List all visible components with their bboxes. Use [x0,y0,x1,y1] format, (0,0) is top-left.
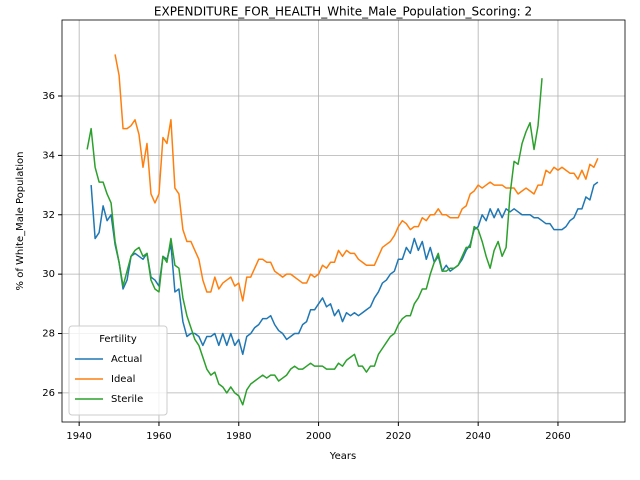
y-tick-label: 26 [42,388,55,399]
x-tick-label: 2060 [545,431,570,442]
x-tick-label: 2000 [306,431,331,442]
y-tick-label: 28 [42,329,55,340]
x-tick-label: 1980 [226,431,251,442]
y-tick-label: 32 [42,210,55,221]
x-tick-label: 2020 [386,431,411,442]
chart-title: EXPENDITURE_FOR_HEALTH_White_Male_Popula… [154,5,532,19]
x-axis-label: Years [329,451,356,462]
y-tick-label: 34 [42,150,55,161]
y-tick-label: 36 [42,91,55,102]
x-tick-label: 2040 [465,431,490,442]
plot-frame [61,19,626,423]
legend-box [68,325,168,416]
legend-title: Fertility [99,334,137,345]
x-tick-label: 1940 [66,431,91,442]
data-line [90,181,599,356]
y-tick-label: 30 [42,269,55,280]
x-tick-label: 1960 [146,431,171,442]
data-line [114,54,599,302]
data-line [86,78,543,406]
legend-label: Sterile [111,394,143,405]
legend-label: Actual [111,354,142,365]
y-axis-label: % of White_Male Population [15,152,26,291]
legend-label: Ideal [111,374,135,385]
